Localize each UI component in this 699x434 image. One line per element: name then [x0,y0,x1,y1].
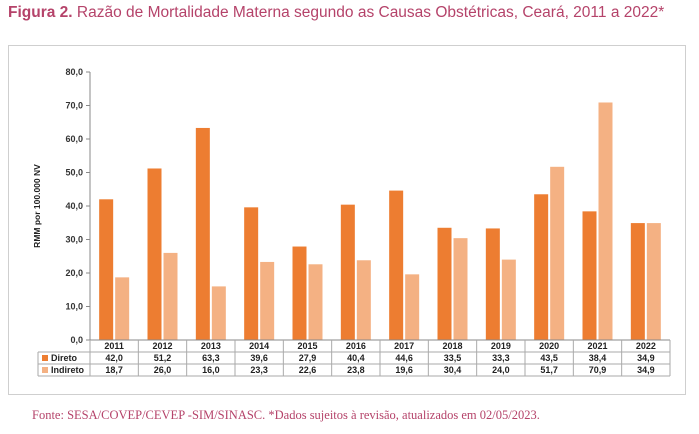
data-label-indireto: 24,0 [492,365,510,375]
bar-indireto-2021 [598,102,613,340]
bar-indireto-2011 [115,277,130,340]
data-label-indireto: 19,6 [395,365,413,375]
data-label-indireto: 26,0 [154,365,172,375]
bar-direto-2022 [630,223,645,340]
y-tick-label: 50,0 [65,168,83,178]
data-label-direto: 27,9 [299,353,317,363]
data-label-indireto: 23,3 [250,365,268,375]
data-label-direto: 40,4 [347,353,365,363]
bar-indireto-2019 [501,259,516,340]
bar-indireto-2018 [453,238,468,340]
bar-direto-2019 [485,228,500,340]
bar-direto-2015 [292,246,307,340]
bar-direto-2017 [389,190,404,340]
data-label-indireto: 30,4 [444,365,462,375]
legend-key-indireto [42,367,48,373]
y-tick-label: 80,0 [65,67,83,77]
bar-indireto-2013 [211,286,226,340]
x-tick-label: 2020 [539,341,559,351]
legend-label-direto: Direto [51,353,78,363]
bar-indireto-2015 [308,264,323,340]
bar-indireto-2012 [163,252,178,340]
x-tick-label: 2022 [636,341,656,351]
bar-direto-2020 [534,194,549,340]
x-tick-label: 2016 [346,341,366,351]
x-tick-label: 2013 [201,341,221,351]
y-tick-label: 60,0 [65,134,83,144]
bar-direto-2021 [582,211,597,340]
y-axis-label: RMM por 100.000 NV [32,164,42,248]
data-label-direto: 34,9 [637,353,655,363]
data-label-direto: 33,3 [492,353,510,363]
bar-direto-2012 [147,168,162,340]
bar-direto-2016 [340,204,355,340]
x-tick-label: 2014 [249,341,269,351]
bar-direto-2018 [437,227,452,340]
x-tick-label: 2021 [587,341,607,351]
x-tick-label: 2017 [394,341,414,351]
bar-direto-2013 [195,127,210,340]
data-label-indireto: 51,7 [540,365,558,375]
data-label-indireto: 34,9 [637,365,655,375]
y-tick-label: 30,0 [65,235,83,245]
y-tick-label: 20,0 [65,268,83,278]
data-label-direto: 44,6 [395,353,413,363]
data-label-direto: 39,6 [250,353,268,363]
bar-indireto-2017 [405,274,420,340]
legend-label-indireto: Indireto [51,365,85,375]
data-label-direto: 51,2 [154,353,172,363]
data-label-direto: 63,3 [202,353,220,363]
source-note: Fonte: SESA/COVEP/CEVEP -SIM/SINASC. *Da… [32,408,540,422]
x-tick-label: 2012 [152,341,172,351]
bar-indireto-2014 [260,261,275,340]
data-label-direto: 42,0 [105,353,123,363]
data-label-indireto: 70,9 [589,365,607,375]
bar-indireto-2022 [646,223,661,340]
bar-direto-2014 [244,207,259,340]
figure-title-text: Razão de Mortalidade Materna segundo as … [76,4,665,21]
data-label-direto: 33,5 [444,353,462,363]
data-label-indireto: 23,8 [347,365,365,375]
y-tick-label: 40,0 [65,201,83,211]
data-label-indireto: 18,7 [105,365,123,375]
bar-indireto-2016 [356,260,371,340]
figure-title: Figura 2. Razão de Mortalidade Materna s… [8,4,698,22]
data-label-indireto: 22,6 [299,365,317,375]
x-tick-label: 2011 [104,341,124,351]
x-tick-label: 2019 [491,341,511,351]
legend-key-direto [42,355,48,361]
bar-indireto-2020 [550,166,565,340]
bar-direto-2011 [99,199,114,340]
data-label-direto: 43,5 [540,353,558,363]
data-label-direto: 38,4 [589,353,607,363]
x-tick-label: 2015 [297,341,317,351]
data-label-indireto: 16,0 [202,365,220,375]
figure-label: Figura 2. [8,4,73,21]
y-tick-label: 0,0 [70,335,83,345]
y-tick-label: 10,0 [65,302,83,312]
x-tick-label: 2018 [442,341,462,351]
y-tick-label: 70,0 [65,101,83,111]
